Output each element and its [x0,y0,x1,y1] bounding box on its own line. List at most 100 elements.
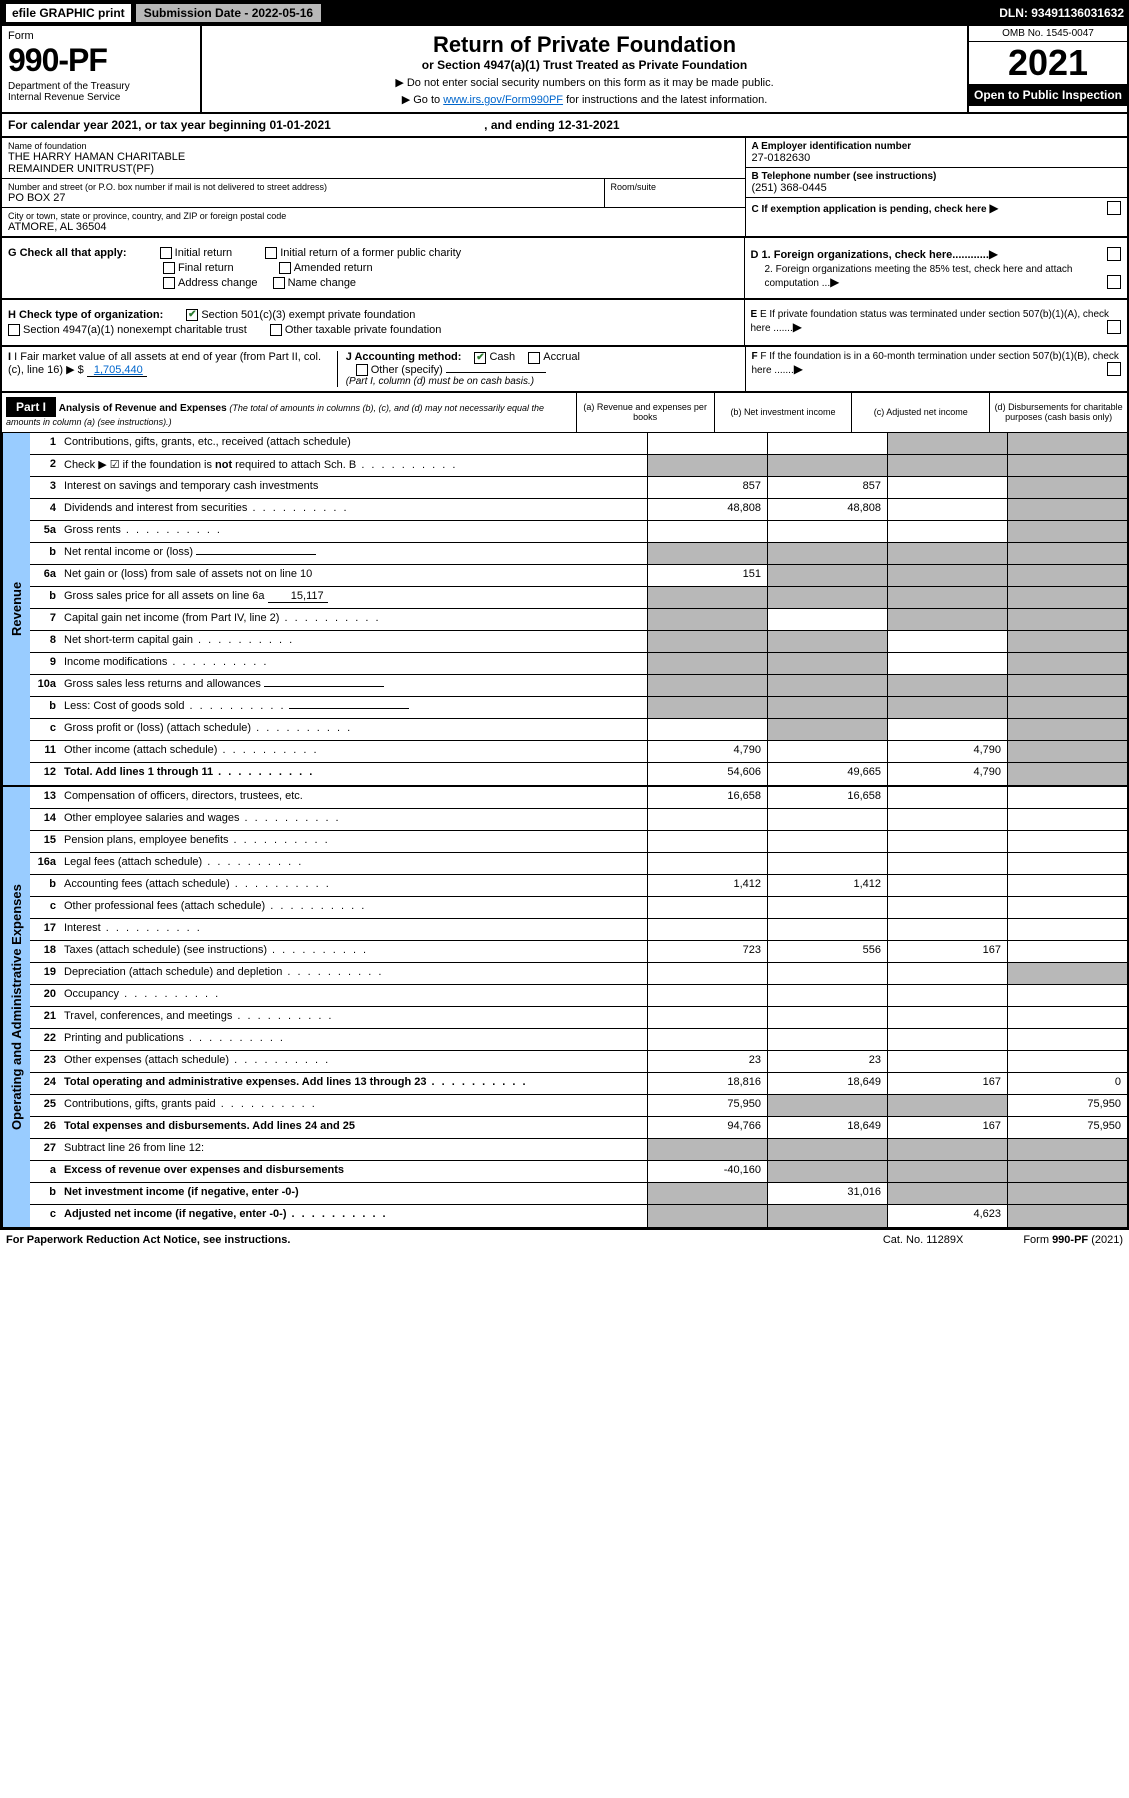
row-num: 10a [30,675,62,696]
form-label: Form [8,30,194,42]
cell-value [647,433,767,454]
row-num: b [30,875,62,896]
cell-shaded [647,587,767,608]
cell-value [767,919,887,940]
chk-amended[interactable] [279,262,291,274]
address-row: Number and street (or P.O. box number if… [2,179,745,207]
f-checkbox[interactable] [1107,362,1121,376]
row-desc: Gross sales less returns and allowances [62,675,647,696]
cell-shaded [767,1205,887,1227]
header-left: Form 990-PF Department of the Treasury I… [2,26,202,112]
e-checkbox[interactable] [1107,320,1121,334]
row-desc: Other expenses (attach schedule) [62,1051,647,1072]
g-initial-public: Initial return of a former public charit… [280,247,461,259]
footer-catno: Cat. No. 11289X [883,1234,964,1246]
fmv-link[interactable]: 1,705,440 [94,364,143,376]
chk-cash[interactable] [474,352,486,364]
j-accrual: Accrual [543,351,580,363]
row-num: 1 [30,433,62,454]
row-num: 7 [30,609,62,630]
cell-shaded [767,697,887,718]
table-row: 3Interest on savings and temporary cash … [30,477,1127,499]
d1-checkbox[interactable] [1107,247,1121,261]
cell-shaded [1007,963,1127,984]
cell-value: 167 [887,1073,1007,1094]
cal-begin: For calendar year 2021, or tax year begi… [8,118,331,132]
part-label: Part I [6,397,56,417]
chk-name[interactable] [273,277,285,289]
cell-value: 31,016 [767,1183,887,1204]
row-num: 4 [30,499,62,520]
cell-value [1007,875,1127,896]
header-center: Return of Private Foundation or Section … [202,26,967,112]
irs-link[interactable]: www.irs.gov/Form990PF [443,94,563,106]
arrow-icon: ▶ [989,247,998,261]
row-num: b [30,543,62,564]
cell-value [887,853,1007,874]
table-row: 18Taxes (attach schedule) (see instructi… [30,941,1127,963]
row-num: 12 [30,763,62,785]
addr-value: PO BOX 27 [8,192,598,204]
cell-value [887,875,1007,896]
open-public: Open to Public Inspection [969,84,1127,106]
cell-value: 23 [647,1051,767,1072]
chk-final[interactable] [163,262,175,274]
row-num: c [30,719,62,740]
row-desc: Depreciation (attach schedule) and deple… [62,963,647,984]
table-row: bNet rental income or (loss) [30,543,1127,565]
efile-badge[interactable]: efile GRAPHIC print [5,3,132,23]
table-row: 14Other employee salaries and wages [30,809,1127,831]
cell-shaded [1007,1183,1127,1204]
footer-left: For Paperwork Reduction Act Notice, see … [6,1234,290,1246]
row-num: 25 [30,1095,62,1116]
d2-checkbox[interactable] [1107,275,1121,289]
chk-accrual[interactable] [528,352,540,364]
row-num: c [30,897,62,918]
cell-value [1007,787,1127,808]
cell-value [647,1029,767,1050]
chk-initial-public[interactable] [265,247,277,259]
cell-value: 1,412 [647,875,767,896]
cell-value: 16,658 [647,787,767,808]
row-num: 22 [30,1029,62,1050]
g-section: G Check all that apply: Initial return I… [2,238,745,298]
cell-value [647,985,767,1006]
cell-shaded [767,719,887,740]
row-num: 2 [30,455,62,476]
table-row: 10aGross sales less returns and allowanc… [30,675,1127,697]
cell-value [647,831,767,852]
row-num: 9 [30,653,62,674]
row-desc: Net gain or (loss) from sale of assets n… [62,565,647,586]
row-num: 27 [30,1139,62,1160]
h-4947: Section 4947(a)(1) nonexempt charitable … [23,324,247,336]
cell-shaded [1007,1139,1127,1160]
chk-501c3[interactable] [186,309,198,321]
chk-other-tax[interactable] [270,324,282,336]
chk-initial[interactable] [160,247,172,259]
info-left: Name of foundation THE HARRY HAMAN CHARI… [2,138,745,236]
row-num: 6a [30,565,62,586]
cell-shaded [1007,587,1127,608]
chk-address[interactable] [163,277,175,289]
c-checkbox[interactable] [1107,201,1121,215]
chk-other-acct[interactable] [356,364,368,376]
cell-value [647,521,767,542]
cell-value [887,897,1007,918]
arrow-icon: ▶ [794,362,803,376]
row-desc: Pension plans, employee benefits [62,831,647,852]
d1-label: D 1. Foreign organizations, check here..… [751,249,989,261]
calendar-year: For calendar year 2021, or tax year begi… [0,114,1129,138]
cell-value: 49,665 [767,763,887,785]
table-row: 23Other expenses (attach schedule)2323 [30,1051,1127,1073]
chk-4947[interactable] [8,324,20,336]
addr-label: Number and street (or P.O. box number if… [8,182,598,192]
row-num: 3 [30,477,62,498]
name-label: Name of foundation [8,141,739,151]
cell-value: 54,606 [647,763,767,785]
cell-shaded [767,631,887,652]
cell-shaded [647,609,767,630]
info-grid: Name of foundation THE HARRY HAMAN CHARI… [0,138,1129,238]
table-row: 15Pension plans, employee benefits [30,831,1127,853]
cell-shaded [647,697,767,718]
department: Department of the Treasury Internal Reve… [8,81,194,103]
